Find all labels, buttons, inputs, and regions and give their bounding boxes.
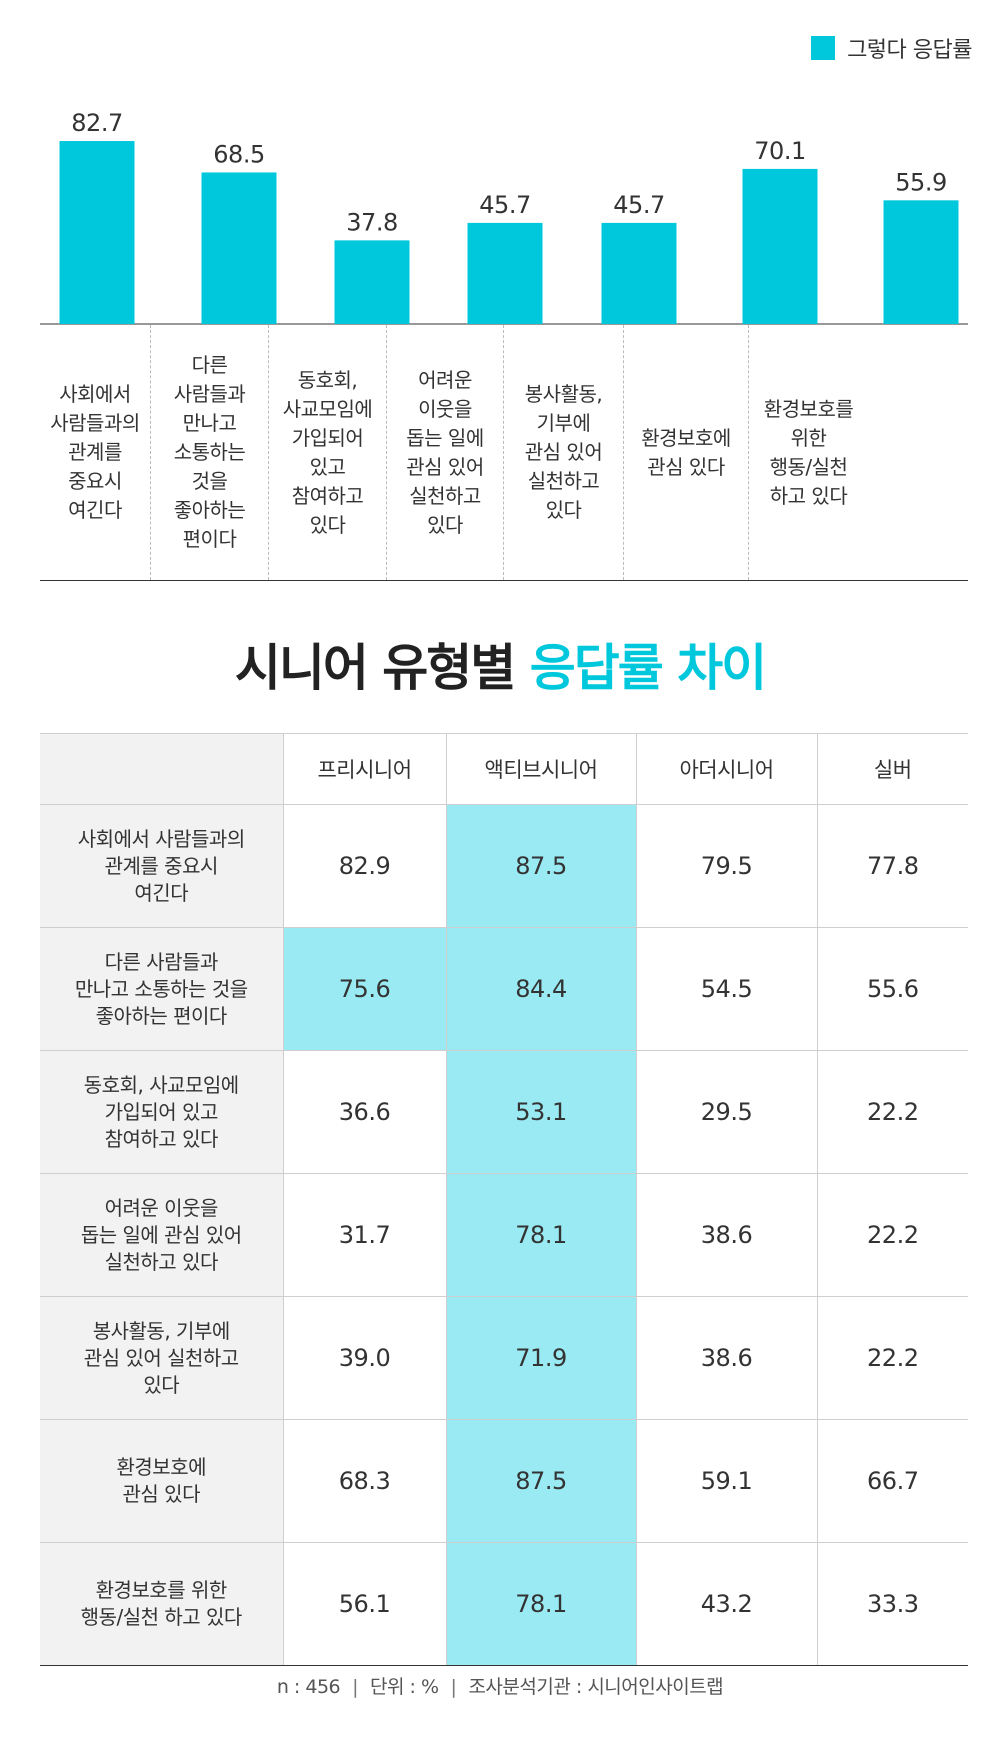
category-label: 환경보호를 위한 행동/실천 하고 있다 [763, 396, 854, 508]
category-label: 어려운 이웃을 돕는 일에 관심 있어 실천하고 있다 [387, 325, 504, 580]
table-cell: 31.7 [282, 1173, 447, 1297]
bar-value-label: 82.7 [71, 109, 122, 137]
bar-value-label: 68.5 [213, 140, 264, 168]
table-cell: 78.1 [445, 1542, 637, 1666]
table-header-row: 프리시니어 액티브시니어 아더시니어 실버 [40, 733, 968, 805]
legend-label: 그렇다 응답률 [847, 38, 972, 63]
bar [201, 172, 277, 324]
column-header: 프리시니어 [282, 733, 447, 805]
table-cell: 39.0 [282, 1296, 447, 1420]
row-label: 환경보호에 관심 있다 [40, 1419, 284, 1543]
category-label: 다른 사람들과 만나고 소통하는 것을 좋아하는 편이다 [151, 325, 269, 580]
bar [883, 200, 959, 324]
table-cell: 36.6 [282, 1050, 447, 1174]
table-cell: 33.3 [816, 1542, 968, 1666]
table-row: 어려운 이웃을 돕는 일에 관심 있어 실천하고 있다 31.7 78.1 38.6 2… [40, 1173, 968, 1297]
bar-value-label: 45.7 [479, 191, 530, 219]
table-cell: 84.4 [445, 927, 637, 1051]
bar [59, 141, 135, 324]
table-cell: 59.1 [635, 1419, 818, 1543]
table-cell: 38.6 [635, 1173, 818, 1297]
table-row: 다른 사람들과 만나고 소통하는 것을 좋아하는 편이다 75.6 84.4 54.5… [40, 927, 968, 1051]
category-label: 봉사활동, 기부에 관심 있어 실천하고 있다 [504, 325, 624, 580]
table-cell: 22.2 [816, 1296, 968, 1420]
footer-separator: | [352, 1676, 359, 1698]
table-cell: 22.2 [816, 1050, 968, 1174]
table-cell: 75.6 [282, 927, 447, 1051]
table-cell: 79.5 [635, 804, 818, 928]
bar-value-label: 55.9 [895, 168, 946, 196]
row-label: 봉사활동, 기부에 관심 있어 실천하고 있다 [40, 1296, 284, 1420]
column-header: 액티브시니어 [445, 733, 637, 805]
table-cell: 54.5 [635, 927, 818, 1051]
heading-text: 시니어 유형별 [234, 639, 530, 697]
table-cell: 78.1 [445, 1173, 637, 1297]
row-label: 사회에서 사람들과의 관계를 중요시 여긴다 [40, 804, 284, 928]
table-cell: 71.9 [445, 1296, 637, 1420]
table-cell: 29.5 [635, 1050, 818, 1174]
category-label: 동호회, 사교모임에 가입되어 있고 참여하고 있다 [269, 325, 387, 580]
table-row: 사회에서 사람들과의 관계를 중요시 여긴다 82.9 87.5 79.5 77.8 [40, 804, 968, 928]
category-label: 사회에서 사람들과의 관계를 중요시 여긴다 [40, 325, 151, 580]
table-cell: 56.1 [282, 1542, 447, 1666]
row-label: 다른 사람들과 만나고 소통하는 것을 좋아하는 편이다 [40, 927, 284, 1051]
table-cell: 66.7 [816, 1419, 968, 1543]
table-cell: 87.5 [445, 804, 637, 928]
table-corner-cell [40, 733, 284, 805]
chart-legend: 그렇다 응답률 [811, 32, 972, 64]
row-label: 환경보호를 위한 행동/실천 하고 있다 [40, 1542, 284, 1666]
comparison-table: 프리시니어 액티브시니어 아더시니어 실버 사회에서 사람들과의 관계를 중요시… [40, 733, 968, 1666]
table-row: 봉사활동, 기부에 관심 있어 실천하고 있다 39.0 71.9 38.6 22.2 [40, 1296, 968, 1420]
table-cell: 77.8 [816, 804, 968, 928]
table-row: 환경보호에 관심 있다 68.3 87.5 59.1 66.7 [40, 1419, 968, 1543]
research-org: 조사분석기관 : 시니어인사이트랩 [468, 1676, 724, 1698]
bar-chart: 82.7 68.5 37.8 45.7 45.7 70.1 55.9 [40, 109, 968, 325]
bar [334, 240, 410, 324]
column-header: 아더시니어 [635, 733, 818, 805]
bar [742, 168, 818, 324]
row-label: 동호회, 사교모임에 가입되어 있고 참여하고 있다 [40, 1050, 284, 1174]
table-cell: 22.2 [816, 1173, 968, 1297]
bar [467, 222, 543, 324]
bar-value-label: 70.1 [754, 137, 805, 165]
table-row: 환경보호를 위한 행동/실천 하고 있다 56.1 78.1 43.2 33.3 [40, 1542, 968, 1666]
table-cell: 87.5 [445, 1419, 637, 1543]
table-cell: 55.6 [816, 927, 968, 1051]
heading-highlight: 응답률 차이 [529, 639, 767, 697]
category-label: 환경보호에 관심 있다 [624, 325, 749, 580]
table-cell: 43.2 [635, 1542, 818, 1666]
table-cell: 68.3 [282, 1419, 447, 1543]
table-cell: 53.1 [445, 1050, 637, 1174]
sample-size: n : 456 [276, 1676, 341, 1698]
table-row: 동호회, 사교모임에 가입되어 있고 참여하고 있다 36.6 53.1 29.5 22… [40, 1050, 968, 1174]
legend-swatch [811, 36, 836, 60]
unit-note: 단위 : % [370, 1676, 439, 1698]
bar-value-label: 45.7 [613, 191, 664, 219]
footer-note: n : 456 | 단위 : % | 조사분석기관 : 시니어인사이트랩 [0, 1672, 1000, 1699]
category-labels: 사회에서 사람들과의 관계를 중요시 여긴다 다른 사람들과 만나고 소통하는 것… [40, 325, 968, 581]
bar [601, 222, 677, 324]
footer-separator: | [450, 1676, 457, 1698]
column-header: 실버 [816, 733, 968, 805]
table-cell: 82.9 [282, 804, 447, 928]
section-heading: 시니어 유형별 응답률 차이 [0, 628, 1000, 700]
table-body: 사회에서 사람들과의 관계를 중요시 여긴다 82.9 87.5 79.5 77.8 다른… [40, 804, 968, 1666]
table-cell: 38.6 [635, 1296, 818, 1420]
row-label: 어려운 이웃을 돕는 일에 관심 있어 실천하고 있다 [40, 1173, 284, 1297]
bar-value-label: 37.8 [346, 208, 397, 236]
